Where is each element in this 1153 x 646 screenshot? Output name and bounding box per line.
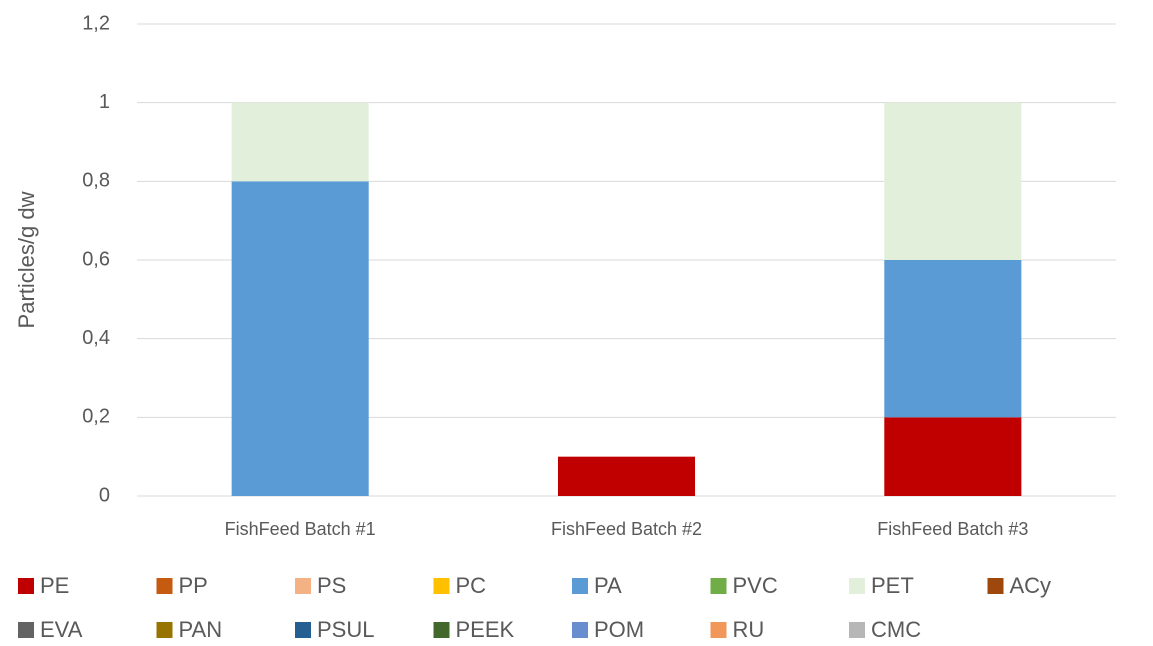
- legend-label: PC: [456, 573, 487, 598]
- y-axis-label: Particles/g dw: [14, 191, 39, 328]
- y-tick-label: 0,2: [82, 406, 110, 428]
- legend-label: PE: [40, 573, 69, 598]
- legend-swatch: [295, 622, 311, 638]
- bar-segment: [884, 417, 1022, 496]
- legend-label: CMC: [871, 617, 921, 642]
- legend-swatch: [18, 622, 34, 638]
- legend-swatch: [433, 622, 450, 638]
- legend-label: PVC: [733, 573, 778, 598]
- legend-label: PET: [871, 573, 914, 598]
- legend-swatch: [295, 578, 311, 594]
- y-tick-label: 0,6: [82, 248, 110, 270]
- legend-swatch: [156, 578, 173, 594]
- legend-swatch: [572, 578, 588, 594]
- legend-swatch: [18, 578, 34, 594]
- legend-swatch: [572, 622, 588, 638]
- legend-label: PEEK: [456, 617, 515, 642]
- legend-swatch: [710, 622, 727, 638]
- y-tick-label: 0,4: [82, 327, 110, 349]
- y-tick-label: 1: [99, 91, 110, 113]
- x-tick-label: FishFeed Batch #3: [877, 519, 1028, 539]
- legend-label: POM: [594, 617, 644, 642]
- legend-label: PAN: [179, 617, 223, 642]
- legend-swatch: [433, 578, 450, 594]
- legend-label: ACy: [1010, 573, 1052, 598]
- x-tick-label: FishFeed Batch #2: [551, 519, 702, 539]
- y-tick-label: 1,2: [82, 12, 110, 34]
- legend-label: EVA: [40, 617, 83, 642]
- y-tick-label: 0,8: [82, 170, 110, 192]
- legend-swatch: [156, 622, 173, 638]
- legend-swatch: [987, 578, 1004, 594]
- bar-segment: [231, 102, 369, 182]
- y-tick-label: 0: [99, 484, 110, 506]
- legend-swatch: [849, 622, 865, 638]
- legend-label: PA: [594, 573, 622, 598]
- legend-label: RU: [733, 617, 765, 642]
- bar-segment: [884, 260, 1022, 418]
- bar-segment: [231, 181, 369, 497]
- bar-segment: [884, 102, 1022, 261]
- legend-label: PS: [317, 573, 346, 598]
- legend-swatch: [849, 578, 865, 594]
- legend-label: PSUL: [317, 617, 374, 642]
- bar-segment: [557, 456, 696, 496]
- x-tick-label: FishFeed Batch #1: [225, 519, 376, 539]
- legend-label: PP: [179, 573, 208, 598]
- legend-swatch: [710, 578, 727, 594]
